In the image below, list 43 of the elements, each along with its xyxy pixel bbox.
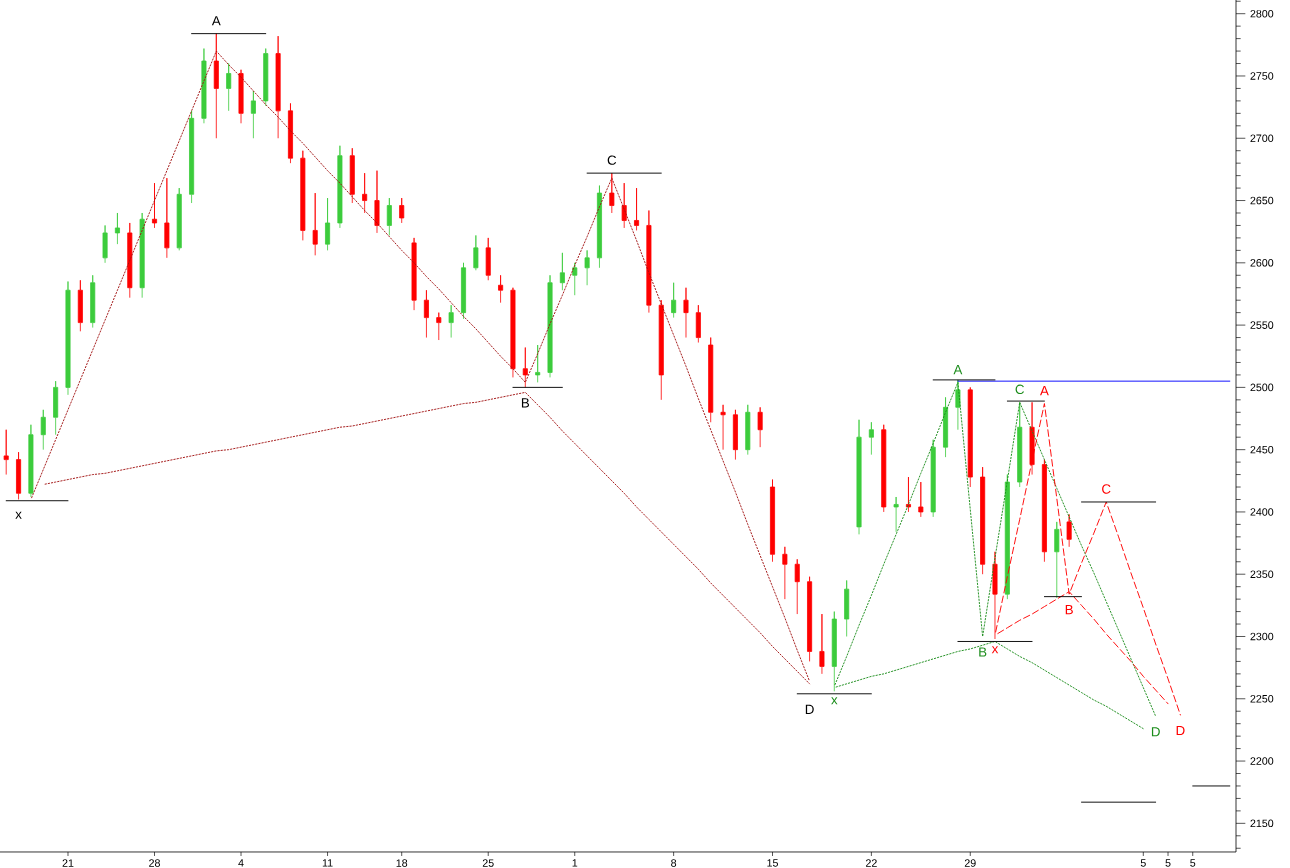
x-tick-label: 5	[1165, 859, 1171, 867]
x-tick-label: 4	[238, 859, 244, 867]
data-label: A	[953, 364, 963, 375]
data-label: C	[1102, 484, 1111, 494]
y-tick-label: 2350	[1250, 570, 1274, 578]
x-tick-label: 5	[1140, 859, 1146, 867]
y-tick-label: 2750	[1250, 72, 1274, 80]
data-label: D	[1176, 725, 1185, 736]
data-label: x	[991, 646, 999, 654]
data-label: C	[607, 155, 617, 165]
x-tick-label: 11	[322, 859, 333, 867]
y-tick-label: 2600	[1250, 259, 1274, 267]
data-label: x	[831, 697, 838, 705]
x-tick-label: 29	[964, 859, 976, 867]
y-tick-label: 2500	[1250, 383, 1274, 392]
y-tick-label: 2800	[1250, 9, 1274, 18]
x-tick-label: 28	[149, 859, 160, 867]
data-label: C	[1015, 384, 1025, 395]
x-tick-label: 1	[572, 859, 578, 867]
x-tick-label: 21	[62, 859, 74, 867]
x-tick-label: 15	[767, 859, 778, 867]
data-label: A	[211, 16, 221, 26]
data-label: B	[1065, 605, 1073, 615]
x-tick-label: 5	[1190, 859, 1196, 867]
y-tick-label: 2300	[1250, 632, 1274, 641]
y-tick-label: 2250	[1250, 695, 1274, 703]
data-label: A	[1040, 386, 1049, 396]
data-label: B	[521, 398, 530, 408]
y-tick-label: 2200	[1250, 757, 1274, 765]
y-tick-label: 2150	[1250, 819, 1274, 828]
x-tick-label: 22	[866, 859, 877, 867]
y-tick-label: 2650	[1250, 196, 1274, 205]
x-tick-label: 18	[396, 859, 408, 867]
x-tick-label: 25	[482, 859, 494, 867]
y-tick-label: 2450	[1250, 445, 1274, 454]
y-tick-label: 2400	[1250, 508, 1274, 516]
y-tick-label: 2550	[1250, 321, 1274, 329]
data-label: x	[15, 511, 22, 519]
y-tick-label: 2700	[1250, 134, 1274, 143]
data-label: D	[805, 704, 814, 714]
x-tick-label: 8	[671, 859, 677, 867]
data-label: B	[979, 647, 987, 657]
data-label: D	[1151, 727, 1160, 737]
